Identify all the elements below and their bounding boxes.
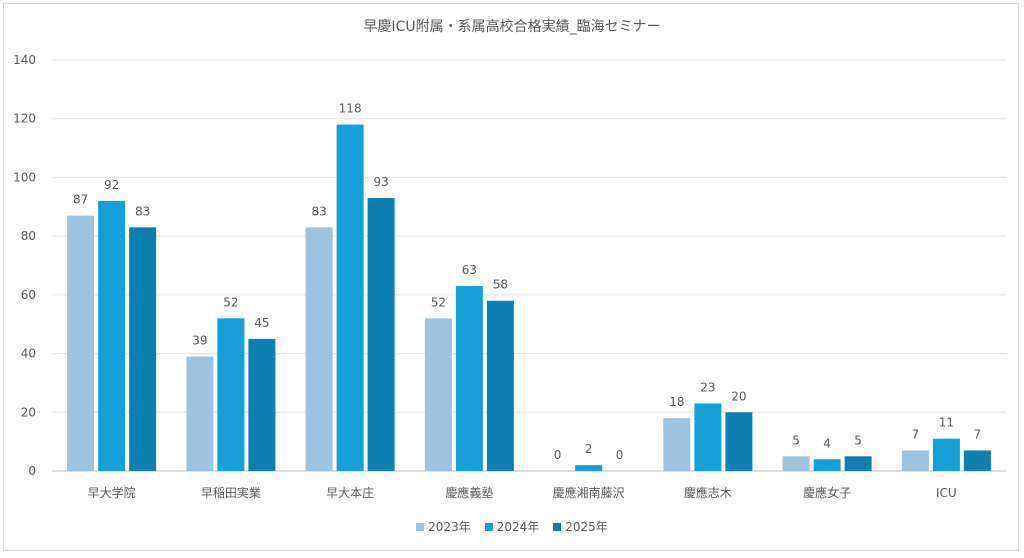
bar [367,197,395,471]
bar [67,215,95,471]
y-tick-label: 140 [13,53,36,67]
bar [186,356,214,471]
bar [424,318,452,471]
bar-value-label: 4 [823,436,831,450]
bar [455,286,483,471]
bar-value-label: 63 [462,263,477,277]
bar-value-label: 58 [493,278,508,292]
legend-label: 2024年 [496,520,540,534]
legend-swatch [416,522,425,531]
y-tick-label: 0 [28,464,36,478]
bar [129,227,157,471]
x-category-label: ICU [936,486,957,500]
bar-value-label: 2 [585,442,593,456]
bar-value-label: 20 [731,389,746,403]
bar-value-label: 83 [311,204,326,218]
y-tick-label: 80 [21,229,36,243]
legend-item: 2024年 [484,518,540,535]
y-tick-label: 40 [21,347,36,361]
bar [248,338,276,471]
x-category-label: 慶應義塾 [445,485,493,500]
bar [486,300,514,471]
x-category-label: 慶應志木 [684,485,732,500]
bar-value-label: 7 [912,427,920,441]
bar-value-label: 0 [554,448,562,462]
bar-value-label: 39 [192,334,207,348]
bar [694,403,722,471]
bar [813,459,841,471]
bar-value-label: 7 [974,427,982,441]
bar [963,450,991,471]
y-axis-tick-labels: 0 20 40 60 80 100 120 140 [13,53,36,478]
legend-label: 2023年 [428,520,471,534]
bar [575,465,603,471]
bar-value-label: 52 [223,295,238,309]
bar [336,124,364,471]
chart-legend: 2023年 2024年 2025年 [0,518,1024,535]
y-tick-label: 60 [21,288,36,302]
bar-value-label: 45 [254,316,269,330]
x-category-label: 早稲田実業 [201,485,261,500]
bar-value-label: 83 [135,204,150,218]
x-category-label: 慶應湘南藤沢 [553,485,625,500]
bar [932,438,960,471]
legend-item: 2023年 [416,518,471,535]
chart-title: 早慶ICU附属・系属高校合格実績_臨海セミナー [363,19,661,35]
legend-swatch [553,522,562,531]
y-tick-label: 100 [13,170,36,184]
bars [67,124,991,471]
bar-value-label: 18 [669,395,684,409]
bar [217,318,245,471]
bar-value-label: 92 [104,178,119,192]
x-axis-tick-labels: 早大学院 早稲田実業 早大本庄 慶應義塾 慶應湘南藤沢 慶應志木 慶應女子 ICU [88,485,957,500]
bar [782,456,810,471]
bar [305,227,333,471]
bar-value-label: 87 [73,193,88,207]
x-category-label: 慶應女子 [803,485,851,500]
bar [725,412,753,471]
y-tick-label: 20 [21,405,36,419]
legend-item: 2025年 [553,518,608,535]
bar-value-label: 118 [339,102,362,116]
bar-value-label: 23 [700,380,715,394]
bar [663,418,691,471]
legend-swatch [484,522,493,531]
x-category-label: 早大学院 [88,485,136,500]
bar-value-label: 11 [939,416,954,430]
bar [98,200,126,471]
legend-label: 2025年 [565,520,608,534]
bar-value-label: 0 [616,448,624,462]
bar [844,456,872,471]
y-tick-label: 120 [13,112,36,126]
x-category-label: 早大本庄 [326,485,374,500]
bar-value-label: 5 [854,433,862,447]
bar-value-label: 52 [431,295,446,309]
bar-value-label: 93 [373,175,388,189]
bar [901,450,929,471]
bar-value-label: 5 [792,433,800,447]
grid-lines [52,59,1006,472]
